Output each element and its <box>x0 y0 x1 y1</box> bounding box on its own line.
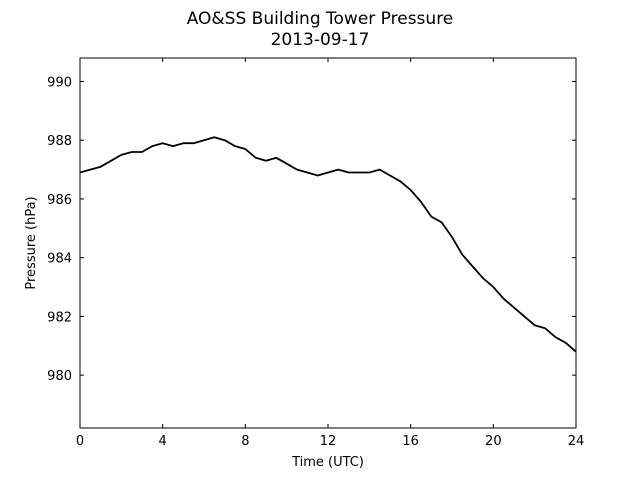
x-tick-label: 4 <box>159 434 167 449</box>
x-tick-label: 24 <box>568 434 585 449</box>
plot-frame <box>79 57 577 429</box>
chart-title: AO&SS Building Tower Pressure <box>187 9 454 29</box>
y-tick-label: 984 <box>47 252 72 267</box>
y-tick-label: 986 <box>47 193 72 208</box>
axis-ticks: 0 4 8 12 16 20 24 980 982 984 986 988 990 <box>47 58 584 449</box>
pressure-series-line <box>79 136 577 353</box>
x-tick-label: 12 <box>320 434 337 449</box>
chart-subtitle: 2013-09-17 <box>271 30 370 50</box>
x-tick-label: 0 <box>76 434 84 449</box>
y-tick-label: 980 <box>47 369 72 384</box>
x-tick-label: 20 <box>485 434 502 449</box>
y-axis-label: Pressure (hPa) <box>24 196 39 289</box>
x-tick-label: 8 <box>241 434 249 449</box>
y-tick-label: 982 <box>47 310 72 325</box>
y-tick-label: 988 <box>47 134 72 149</box>
y-tick-label: 990 <box>47 75 72 90</box>
x-tick-label: 16 <box>402 434 419 449</box>
x-axis-label: Time (UTC) <box>291 455 364 470</box>
